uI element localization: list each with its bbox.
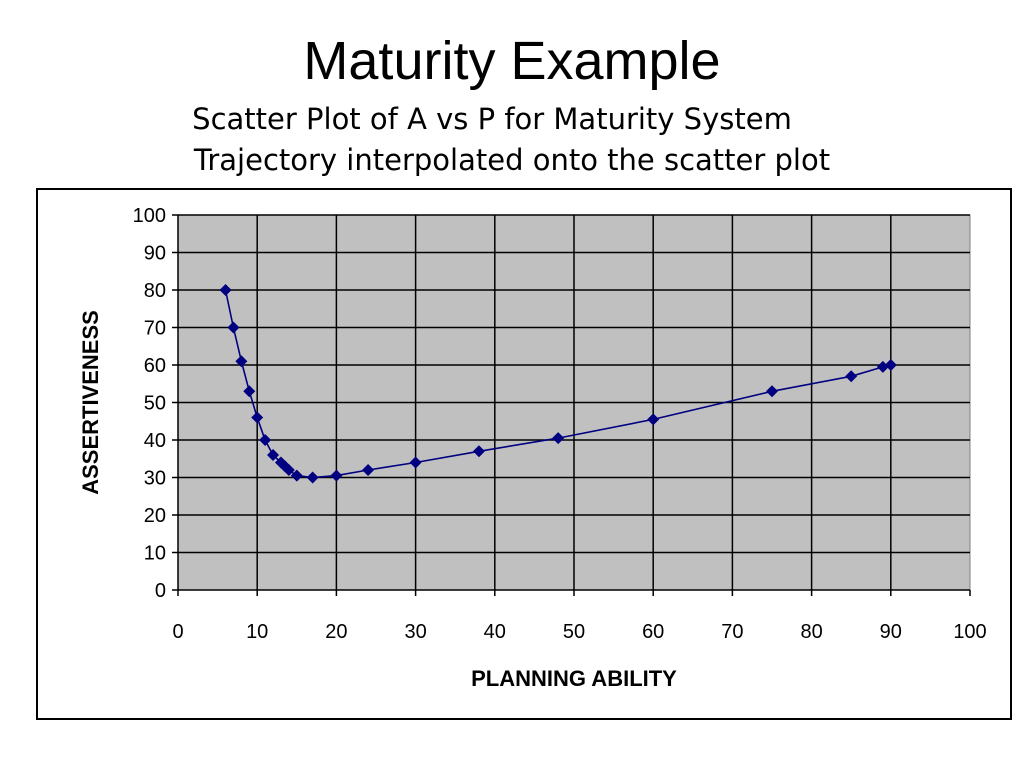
slide-subtitle-2: Trajectory interpolated onto the scatter… [193, 143, 831, 177]
y-tick-label: 20 [144, 505, 166, 527]
x-tick-label: 40 [484, 621, 506, 643]
data-point [306, 471, 319, 484]
y-tick-label: 100 [133, 205, 166, 227]
y-tick-label: 40 [144, 430, 166, 452]
y-tick-label: 60 [144, 355, 166, 377]
y-tick-label: 90 [144, 243, 166, 265]
x-tick-label: 20 [325, 621, 347, 643]
x-tick-label: 100 [953, 621, 986, 643]
series-line [224, 289, 891, 479]
y-tick-label: 50 [144, 393, 166, 415]
data-point [845, 370, 858, 383]
slide-subtitle-1: Scatter Plot of A vs P for Maturity Syst… [192, 102, 792, 136]
data-point [267, 449, 280, 461]
x-tick-label: 60 [642, 621, 664, 643]
slide-title: Maturity Example [303, 31, 721, 91]
data-point [259, 434, 272, 446]
x-tick-label: 30 [404, 621, 426, 643]
x-tick-label: 70 [721, 621, 743, 643]
y-tick-label: 30 [144, 468, 166, 490]
x-tick-label: 80 [800, 621, 822, 643]
x-tick-label: 50 [563, 621, 585, 643]
data-point [409, 456, 422, 469]
x-tick-label: 0 [172, 621, 183, 643]
data-point [243, 385, 256, 398]
data-point [251, 411, 264, 424]
data-point [282, 464, 295, 476]
x-tick-label: 90 [880, 621, 902, 643]
data-point [876, 360, 889, 373]
data-point [884, 359, 897, 371]
y-tick-label: 70 [144, 318, 166, 340]
y-tick-label: 80 [144, 280, 166, 302]
x-axis-label: PLANNING ABILITY [471, 666, 677, 691]
data-point [227, 321, 240, 334]
data-point [362, 464, 375, 476]
y-axis-label: ASSERTIVENESS [78, 310, 103, 495]
y-tick-label: 10 [144, 543, 166, 565]
data-point [330, 469, 343, 482]
data-point [235, 355, 248, 368]
data-point [647, 413, 660, 426]
data-point [290, 469, 303, 482]
data-point [219, 284, 232, 296]
y-tick-label: 0 [155, 580, 166, 602]
data-point [766, 385, 778, 398]
data-point [472, 445, 485, 458]
data-point [552, 432, 565, 445]
x-tick-label: 10 [246, 621, 268, 643]
